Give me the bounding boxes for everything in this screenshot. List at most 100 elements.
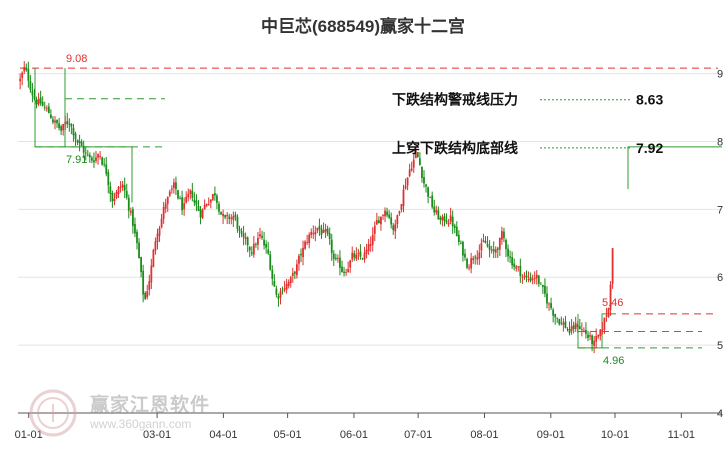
candle-body <box>377 220 380 224</box>
candle-body <box>591 335 593 345</box>
candle-body <box>406 177 409 186</box>
candle-body <box>347 269 350 273</box>
candle-body <box>168 191 171 196</box>
candle-body <box>578 326 581 330</box>
candle-body <box>427 187 429 197</box>
candle-body <box>341 266 343 273</box>
candle-body <box>449 215 452 222</box>
candle-body <box>589 335 591 337</box>
candle-body <box>23 66 26 72</box>
candle-body <box>367 244 370 251</box>
candle-body <box>179 198 181 200</box>
x-tick-label: 11-01 <box>668 429 695 441</box>
candle-body <box>453 225 456 228</box>
candle-body <box>513 263 516 267</box>
candle-body <box>570 326 573 332</box>
candle-body <box>457 234 460 243</box>
candle-body <box>121 184 124 188</box>
candle-body <box>390 217 393 225</box>
candle-body <box>306 242 309 243</box>
candle-body <box>568 329 571 334</box>
candle-body <box>425 184 427 187</box>
candle-body <box>216 195 218 203</box>
candle-body <box>285 283 288 290</box>
left-low-price-label: 7.91 <box>66 154 87 166</box>
candle-body <box>541 284 544 288</box>
candle-body <box>423 177 425 184</box>
candle-body <box>431 195 434 208</box>
candle-body <box>54 120 56 123</box>
y-tick-label: 7 <box>717 204 723 216</box>
candle-body <box>199 209 202 218</box>
candle-body <box>380 217 382 225</box>
candle-body <box>244 237 247 239</box>
candle-body <box>209 199 212 203</box>
candle-body <box>158 228 161 236</box>
candle-body <box>539 283 542 285</box>
y-tick-label: 8 <box>717 136 723 148</box>
x-tick-label: 10-01 <box>601 429 629 441</box>
candle-body <box>533 278 536 280</box>
candle-body <box>257 238 259 245</box>
candle-body <box>242 233 245 238</box>
y-tick-label: 4 <box>717 408 723 420</box>
x-tick-label: 08-01 <box>470 429 498 441</box>
candle-body <box>314 231 317 235</box>
candle-body <box>248 247 251 251</box>
candle-body <box>113 198 116 202</box>
candle-body <box>33 95 36 99</box>
candle-body <box>566 329 569 330</box>
candle-body <box>78 141 81 144</box>
candle-body <box>19 78 22 82</box>
candle-body <box>166 196 169 204</box>
candle-body <box>164 203 167 209</box>
candle-body <box>281 290 284 292</box>
candle-body <box>269 254 272 270</box>
candle-body <box>240 231 243 234</box>
candle-body <box>228 216 231 219</box>
candle-body <box>189 189 192 195</box>
candle-body <box>408 169 411 177</box>
candle-body <box>275 288 278 295</box>
candle-body <box>101 157 104 165</box>
candle-body <box>601 329 604 331</box>
candle-body <box>90 157 93 161</box>
y-tick-label: 6 <box>717 272 723 284</box>
candle-body <box>515 266 518 269</box>
candle-body <box>605 315 608 317</box>
candle-body <box>62 123 65 131</box>
candle-body <box>535 274 538 279</box>
candles <box>19 60 614 354</box>
candle-body <box>490 249 493 251</box>
candle-body <box>138 242 140 258</box>
candle-body <box>392 225 395 231</box>
candle-body <box>21 72 24 78</box>
candle-body <box>351 252 354 260</box>
candle-body <box>336 258 339 260</box>
candle-body <box>525 275 528 278</box>
candle-body <box>152 250 155 267</box>
candle-body <box>349 260 352 268</box>
x-tick-label: 06-01 <box>340 429 368 441</box>
candle-body <box>388 214 391 218</box>
candle-body <box>300 253 302 256</box>
candle-body <box>369 244 372 247</box>
candle-body <box>339 257 341 268</box>
candle-body <box>191 191 194 199</box>
candle-body <box>470 258 473 269</box>
candle-body <box>607 308 610 318</box>
candle-body <box>58 123 60 129</box>
annotation-label: 下跌结构警戒线压力 <box>392 92 518 108</box>
candle-body <box>421 166 423 178</box>
candle-body <box>197 205 200 211</box>
candle-body <box>236 216 239 229</box>
candle-body <box>97 154 99 158</box>
candle-body <box>597 335 600 337</box>
annotation-value: 7.92 <box>636 140 663 156</box>
candle-body <box>27 68 30 81</box>
candle-body <box>109 186 112 195</box>
candle-body <box>93 160 95 163</box>
candle-body <box>468 267 470 269</box>
candle-body <box>359 251 362 257</box>
candle-body <box>295 264 298 276</box>
